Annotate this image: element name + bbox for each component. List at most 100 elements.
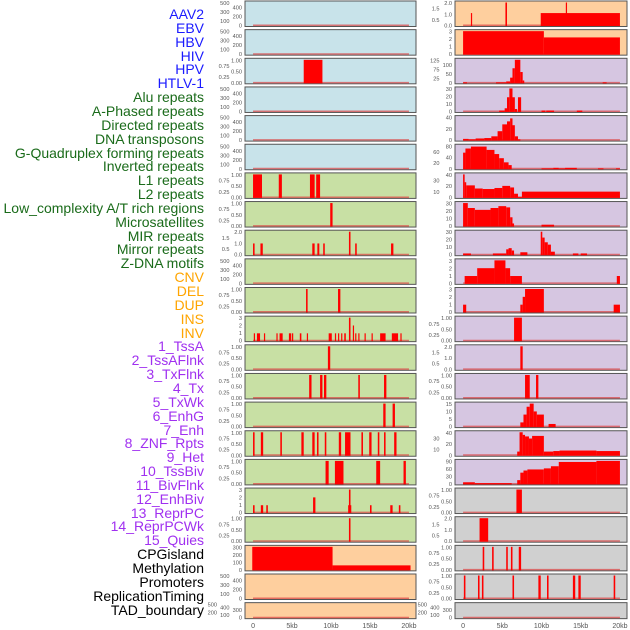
bar [252, 546, 333, 571]
panel-left-6 [244, 172, 417, 199]
bar [528, 438, 533, 456]
y-tick-label: 20 [446, 127, 452, 133]
bar [306, 289, 308, 313]
bar [541, 168, 554, 170]
panel-left-13 [244, 372, 417, 400]
bar [506, 207, 511, 227]
bar [536, 414, 544, 428]
panel-right-11 [454, 315, 628, 343]
bar [547, 244, 551, 256]
bar [377, 432, 380, 456]
bar [543, 451, 554, 456]
bar [502, 124, 507, 141]
panel-right-12 [454, 344, 628, 371]
panel-right-2 [454, 57, 628, 85]
bar [470, 146, 487, 170]
bar [546, 110, 555, 112]
y-tick-label: 1.00 [441, 488, 452, 494]
bar [323, 374, 327, 399]
y-tick-label: 1.00 [231, 517, 242, 523]
y-tick-label: 1.0 [444, 12, 452, 18]
track-label: MIR repeats [127, 227, 204, 244]
track-label: L2 repeats [137, 186, 204, 203]
bar [499, 158, 504, 170]
bar [338, 333, 340, 342]
y-tick-label: 0.00 [231, 396, 242, 402]
bar [510, 118, 513, 141]
y-tick-label: 0.25 [219, 75, 230, 81]
y-tick-label: 0.25 [429, 333, 440, 339]
y-tick-label: 1.00 [231, 373, 242, 379]
bar [301, 432, 304, 456]
y-tick-label: 500 [220, 87, 229, 93]
y-tick-label: 0 [449, 453, 452, 459]
bar [280, 432, 282, 456]
y-tick-label: 0.0 [234, 253, 242, 259]
bar [523, 414, 527, 428]
bar [463, 304, 467, 313]
y-tick-label: 300 [220, 153, 229, 159]
bar [510, 276, 522, 284]
bar [510, 77, 513, 84]
y-tick-label: 300 [220, 583, 229, 589]
y-tick-label: 20 [446, 184, 452, 190]
track-label: DUP [174, 296, 204, 313]
bar [348, 489, 351, 514]
y-tick-label: 100 [233, 560, 242, 566]
y-tick-label: 0.75 [219, 379, 230, 385]
track-label: A-Phased repeats [91, 102, 204, 119]
bar [260, 432, 264, 456]
y-tick-label: 0.50 [231, 471, 242, 477]
y-tick-label: 1.00 [441, 316, 452, 322]
panel-left-3 [244, 86, 417, 113]
bar [572, 253, 579, 256]
bar [517, 97, 522, 112]
y-tick-label: 30 [446, 474, 452, 480]
y-tick-label: 0.25 [219, 476, 230, 482]
bar [522, 434, 526, 456]
bar [540, 13, 620, 26]
y-tick-label: 0.75 [219, 465, 230, 471]
y-tick-label: 0.25 [219, 362, 230, 368]
y-tick-label: 0.50 [231, 356, 242, 362]
y-tick-label: 200 [233, 158, 242, 164]
y-tick-label: 400 [430, 605, 439, 611]
bar [312, 432, 315, 456]
y-tick-label: 10 [433, 448, 439, 454]
bar [491, 136, 498, 141]
y-tick-label: 0 [239, 511, 242, 517]
y-tick-label: 0.25 [219, 218, 230, 224]
y-tick-label: 0.75 [429, 580, 440, 586]
y-tick-label: 0.75 [429, 551, 440, 557]
bar [253, 174, 262, 198]
y-tick-label: 1.00 [441, 545, 452, 551]
y-tick-label: 0.25 [219, 390, 230, 396]
y-tick-label: 300 [220, 268, 229, 274]
y-tick-label: 2 [239, 324, 242, 330]
track-label: 14_ReprPCWk [110, 518, 204, 535]
y-tick-label: 0 [239, 138, 242, 144]
track-label: HBV [175, 33, 204, 50]
y-tick-label: 300 [233, 608, 242, 614]
y-tick-label: 2 [449, 295, 452, 301]
y-tick-label: 1 [239, 503, 242, 509]
track-label: Mirror repeats [116, 241, 204, 258]
y-tick-label: 60 [446, 467, 452, 473]
y-tick-label: 200 [233, 43, 242, 49]
bar [332, 565, 411, 571]
y-tick-label: 500 [418, 603, 427, 609]
bar [504, 108, 507, 112]
x-tick-label: 0 [461, 623, 465, 630]
y-tick-label: 0.00 [231, 310, 242, 316]
bar [520, 422, 524, 428]
y-tick-label: 0.75 [219, 179, 230, 185]
panel-right-13 [454, 372, 628, 400]
y-tick-label: 3 [449, 259, 452, 265]
y-tick-label: 0 [239, 109, 242, 115]
y-tick-label: 0.5 [432, 18, 440, 24]
bar [525, 289, 544, 313]
bar [303, 59, 323, 84]
y-tick-label: 1.5 [222, 236, 230, 242]
bar [498, 206, 507, 227]
y-tick-label: 20 [433, 161, 439, 167]
